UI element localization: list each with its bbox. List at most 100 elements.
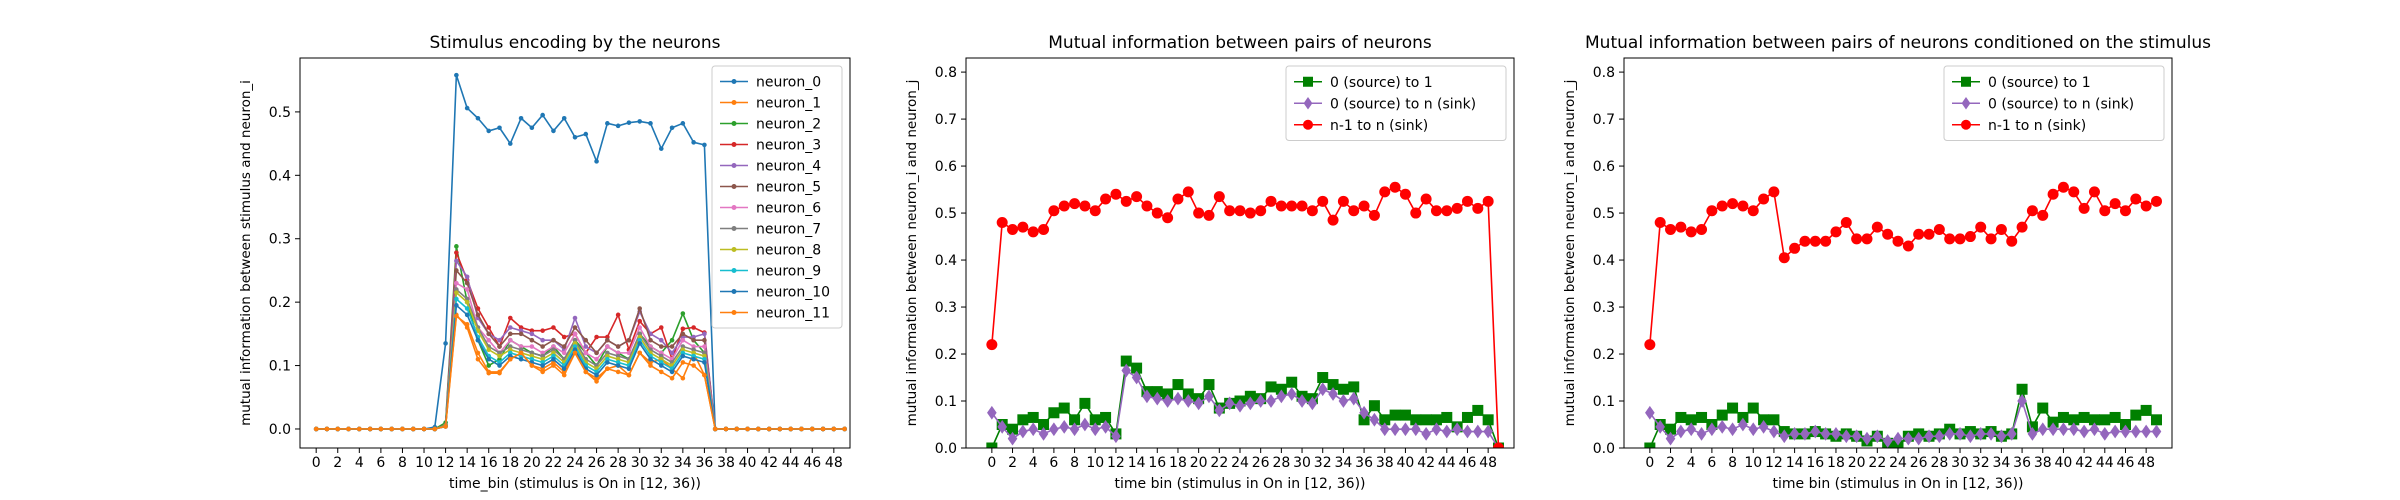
data-point — [680, 353, 686, 359]
x-tick-label: 26 — [588, 455, 606, 471]
data-point — [1297, 394, 1307, 408]
data-point — [1275, 383, 1287, 395]
data-point — [583, 350, 589, 356]
data-point — [507, 344, 513, 349]
x-tick-label: 46 — [803, 455, 821, 471]
data-point — [583, 131, 589, 137]
data-point — [1017, 414, 1029, 426]
x-tick-label: 18 — [501, 455, 519, 471]
data-point — [637, 318, 643, 324]
x-tick-label: 14 — [458, 455, 476, 471]
data-point — [1410, 414, 1422, 426]
data-point — [454, 258, 459, 264]
series-2 — [1645, 394, 2162, 448]
data-point — [2099, 414, 2111, 426]
data-point — [1830, 226, 1842, 238]
data-point — [454, 290, 459, 295]
data-point — [658, 353, 664, 359]
data-point — [1758, 193, 1770, 205]
x-tick-label: 4 — [1029, 455, 1038, 471]
data-point — [1964, 231, 1976, 243]
chart-title: Mutual information between pairs of neur… — [1048, 33, 1432, 53]
x-tick-label: 38 — [1376, 455, 1394, 471]
data-point — [1359, 405, 1369, 420]
x-tick-label: 36 — [2013, 455, 2031, 471]
data-point — [691, 325, 696, 330]
data-point — [1965, 429, 1976, 444]
data-point — [1924, 429, 1934, 444]
legend-item: 0 (source) to 1 — [1952, 75, 2091, 91]
data-point — [454, 72, 459, 78]
x-tick-label: 12 — [1765, 455, 1783, 471]
data-point — [389, 426, 394, 432]
legend-item: neuron_1 — [720, 96, 821, 112]
data-point — [1089, 414, 1101, 426]
data-point — [658, 350, 664, 356]
data-point — [648, 337, 653, 343]
data-point — [637, 331, 643, 337]
data-point — [680, 331, 686, 337]
data-point — [464, 274, 470, 280]
data-point — [1348, 205, 1360, 217]
data-point — [658, 344, 664, 349]
data-point — [2006, 427, 2017, 441]
data-point — [1100, 419, 1111, 434]
data-point — [1913, 431, 1924, 446]
x-tick-label: 0 — [1645, 455, 1654, 471]
data-point — [1018, 424, 1028, 439]
data-point — [1685, 226, 1697, 238]
data-point — [1995, 224, 2007, 236]
data-point — [1069, 414, 1081, 426]
x-tick-label: 30 — [1293, 455, 1311, 471]
data-point — [551, 363, 556, 368]
data-point — [637, 119, 643, 124]
data-point — [583, 344, 589, 349]
data-point — [1840, 216, 1852, 228]
data-point — [1141, 200, 1153, 212]
data-point — [454, 303, 459, 308]
x-tick-label: 28 — [609, 455, 627, 471]
data-point — [583, 337, 589, 343]
data-point — [996, 216, 1008, 228]
data-point — [615, 360, 621, 365]
x-tick-label: 40 — [2055, 455, 2073, 471]
data-point — [518, 331, 524, 337]
data-point — [1430, 205, 1442, 217]
x-tick-label: 22 — [1210, 455, 1228, 471]
data-point — [1399, 188, 1411, 200]
data-point — [1379, 422, 1390, 437]
y-tick-label: 0.5 — [1593, 206, 1615, 222]
data-point — [421, 426, 427, 432]
legend-label: neuron_6 — [756, 201, 821, 217]
data-point — [1213, 191, 1225, 203]
axes-frame — [299, 57, 851, 449]
legend-marker — [1961, 76, 1971, 87]
data-point — [1286, 387, 1297, 401]
data-point — [2120, 424, 2131, 439]
data-point — [1706, 205, 1718, 217]
data-point — [1131, 370, 1142, 385]
data-point — [605, 366, 610, 372]
data-point — [1048, 407, 1060, 419]
chart-panel-3: Mutual information between pairs of neur… — [1562, 33, 2211, 492]
data-point — [1685, 414, 1697, 426]
data-point — [1142, 389, 1152, 404]
data-point — [1358, 200, 1370, 212]
y-tick-label: 0.0 — [935, 441, 957, 457]
x-tick-label: 42 — [2075, 455, 2093, 471]
data-point — [1368, 400, 1380, 412]
data-point — [529, 356, 535, 362]
data-point — [486, 356, 492, 362]
data-point — [572, 347, 578, 353]
data-point — [723, 426, 729, 432]
data-point — [1410, 422, 1421, 437]
x-tick-label: 6 — [1049, 455, 1058, 471]
legend-item: n-1 to n (sink) — [1294, 118, 1428, 134]
x-tick-label: 44 — [782, 455, 800, 471]
x-axis-label: time bin (stimulus in On in [12, 36)) — [1772, 476, 2023, 492]
data-point — [691, 356, 696, 362]
data-point — [1985, 233, 1997, 245]
x-tick-label: 28 — [1272, 455, 1290, 471]
data-point — [691, 344, 696, 349]
x-tick-label: 20 — [1848, 455, 1866, 471]
